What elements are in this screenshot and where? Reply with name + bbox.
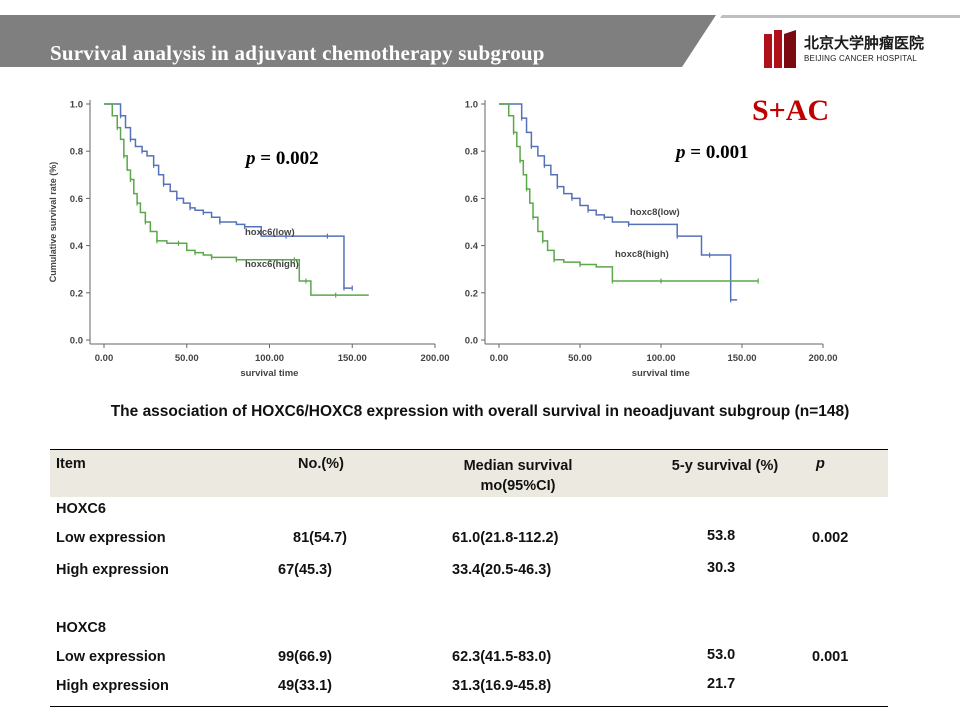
y-tick-label: 0.4 — [465, 241, 479, 252]
row-median: 33.4(20.5-46.3) — [452, 562, 552, 578]
p-value-label: p — [676, 142, 686, 163]
subgroup-tag: S+AC — [752, 94, 830, 127]
group-name: HOXC6 — [56, 501, 106, 517]
series-line-hoxc8(low) — [499, 103, 738, 301]
row-5y: 21.7 — [707, 676, 736, 692]
x-axis-label: survival time — [632, 368, 690, 379]
series-annotation: hoxc8(high) — [615, 249, 669, 260]
y-tick-label: 1.0 — [70, 100, 83, 111]
y-tick-label: 1.0 — [465, 100, 478, 111]
row-number: 49(33.1) — [278, 678, 333, 694]
row-label: High expression — [56, 678, 169, 694]
x-axis-label: survival time — [240, 368, 298, 379]
y-tick-label: 0.8 — [70, 147, 83, 158]
series-annotation: hoxc6(high) — [245, 259, 299, 270]
km-chart-hoxc6: 0.0 0.2 0.4 0.6 0.8 1.0 0.00 50.00 100.00 150.00 2… — [48, 100, 450, 380]
header-median-survival: Median survival mo(95%CI) — [463, 458, 573, 494]
p-value-text: = 0.001 — [690, 142, 749, 163]
logo-english-name: BEIJING CANCER HOSPITAL — [804, 54, 917, 63]
y-tick-label: 0.2 — [70, 288, 83, 299]
row-label: Low expression — [56, 649, 166, 665]
series-annotation: hoxc8(low) — [630, 207, 680, 218]
series-annotation: hoxc6(low) — [245, 227, 295, 238]
row-label: High expression — [56, 562, 169, 578]
series-line-hoxc6(high) — [104, 103, 369, 296]
row-p: 0.001 — [812, 649, 849, 665]
y-tick-label: 0.0 — [465, 336, 478, 347]
row-median: 61.0(21.8-112.2) — [452, 530, 559, 546]
table-header-background — [50, 449, 888, 497]
series-line-hoxc6(low) — [104, 103, 353, 289]
row-5y: 30.3 — [707, 560, 736, 576]
row-number: 99(66.9) — [278, 649, 333, 665]
y-tick-label: 0.8 — [465, 147, 478, 158]
p-value-hoxc6: p = 0.002 — [246, 148, 319, 170]
table-title: The association of HOXC6/HOXC8 expressio… — [110, 403, 850, 420]
logo-chinese-name: 北京大学肿瘤医院 — [804, 35, 925, 52]
x-tick-label: 150.00 — [727, 353, 756, 364]
x-tick-label: 200.00 — [420, 353, 449, 364]
header-number: No.(%) — [298, 456, 344, 472]
x-tick-label: 0.00 — [95, 353, 114, 364]
y-tick-label: 0.0 — [70, 336, 83, 347]
km-chart-hoxc8: 0.0 0.2 0.4 0.6 0.8 1.0 0.00 50.00 100.00 150.00 2… — [465, 100, 838, 380]
series-line-hoxc8(high) — [499, 103, 759, 282]
hospital-logo: 北京大学肿瘤医院 BEIJING CANCER HOSPITAL — [760, 28, 924, 76]
p-value-hoxc8: p = 0.001 — [676, 142, 749, 164]
page-title: Survival analysis in adjuvant chemothera… — [50, 41, 545, 65]
x-tick-label: 200.00 — [808, 353, 837, 364]
y-tick-label: 0.4 — [70, 241, 84, 252]
header-banner: Survival analysis in adjuvant chemothera… — [0, 15, 960, 67]
row-number: 81(54.7) — [293, 530, 348, 546]
y-axis-label: Cumulative survival rate (%) — [48, 162, 58, 283]
x-tick-label: 100.00 — [255, 353, 284, 364]
row-median: 31.3(16.9-45.8) — [452, 678, 552, 694]
x-tick-label: 100.00 — [646, 353, 675, 364]
row-5y: 53.8 — [707, 528, 736, 544]
y-tick-label: 0.2 — [465, 288, 478, 299]
row-number: 67(45.3) — [278, 562, 333, 578]
x-tick-label: 150.00 — [338, 353, 367, 364]
x-tick-label: 0.00 — [490, 353, 509, 364]
row-median: 62.3(41.5-83.0) — [452, 649, 552, 665]
header-item: Item — [56, 456, 86, 472]
banner-shape — [0, 15, 960, 67]
table-top-rule — [50, 449, 888, 450]
row-p: 0.002 — [812, 530, 849, 546]
header-5y-survival: 5-y survival (%) — [671, 458, 779, 474]
row-5y: 53.0 — [707, 647, 736, 663]
logo-mark-icon — [764, 30, 796, 68]
y-tick-label: 0.6 — [70, 194, 83, 205]
table-bottom-rule — [50, 706, 888, 707]
row-label: Low expression — [56, 530, 166, 546]
x-tick-label: 50.00 — [175, 353, 199, 364]
x-tick-label: 50.00 — [568, 353, 592, 364]
p-value-label: p — [246, 148, 256, 169]
p-value-text: = 0.002 — [260, 148, 319, 169]
group-name: HOXC8 — [56, 620, 106, 636]
header-p: p — [816, 456, 825, 472]
y-tick-label: 0.6 — [465, 194, 478, 205]
